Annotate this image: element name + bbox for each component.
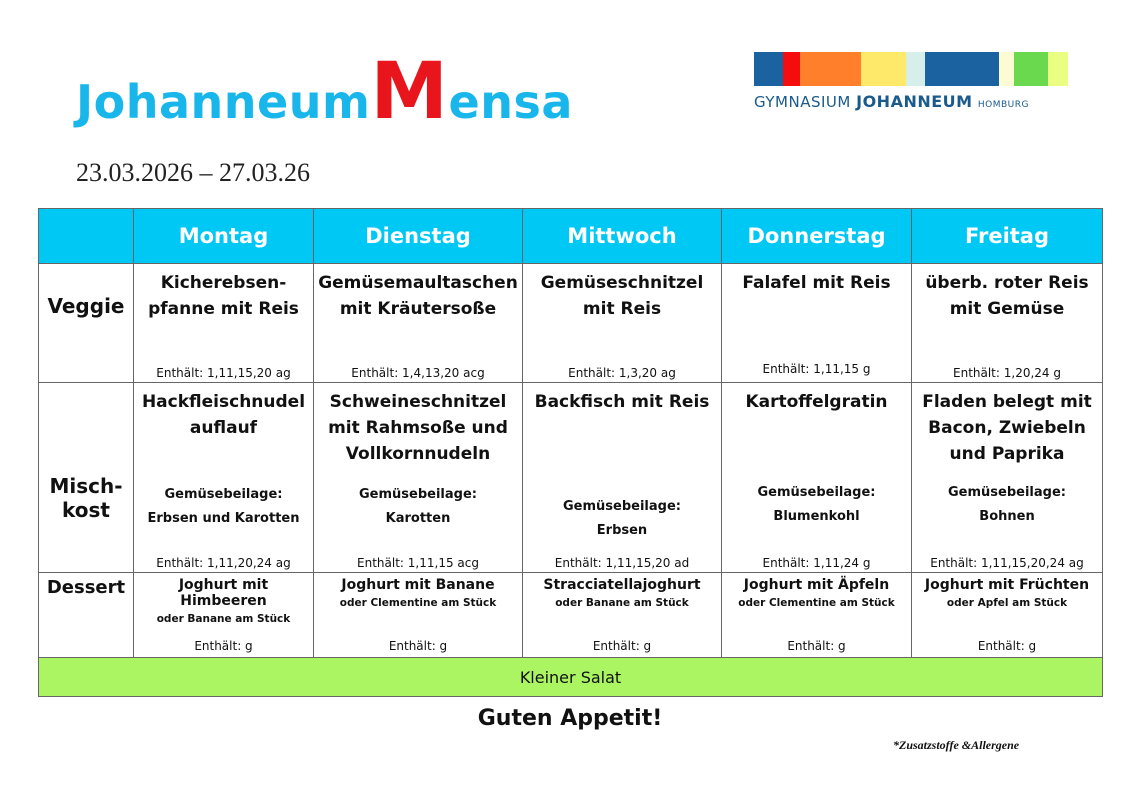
dessert-name: Joghurt mit Früchten xyxy=(924,577,1090,593)
allergens: Enthält: 1,11,24 g xyxy=(762,556,871,570)
day-donnerstag: Donnerstag xyxy=(721,208,912,264)
dessert-alternative: oder Apfel am Stück xyxy=(946,597,1068,609)
dish-name: Gemüsemaultaschen mit Kräutersoße xyxy=(318,273,518,319)
dish-name: Falafel mit Reis xyxy=(742,273,891,293)
dessert-cell: Joghurt mit Äpfeln oder Clementine am Stü… xyxy=(721,572,912,658)
header-row: Montag Dienstag Mittwoch Donnerstag Frei… xyxy=(38,208,1103,264)
salad-row: Kleiner Salat xyxy=(38,657,1103,697)
allergen-note: *Zusatzstoffe &Allergene xyxy=(893,738,1020,752)
side-value: Blumenkohl xyxy=(773,509,860,524)
dessert-alternative: oder Banane am Stück xyxy=(555,597,689,609)
allergens: Enthält: g xyxy=(977,639,1037,653)
side-value: Karotten xyxy=(385,511,451,526)
logo-text-small: HOMBURG xyxy=(977,100,1029,110)
side-value: Erbsen und Karotten xyxy=(147,511,300,526)
logo-color-bars xyxy=(754,52,1068,86)
page-title: JohanneumMensa xyxy=(76,53,573,131)
dish-name: überb. roter Reis mit Gemüse xyxy=(925,273,1089,319)
side-label: Gemüsebeilage: xyxy=(164,487,283,502)
title-part1: Johanneum xyxy=(76,75,371,129)
day-mittwoch: Mittwoch xyxy=(522,208,722,264)
mischkost-cell: Schweineschnitzel mit Rahmsoße und Vollk… xyxy=(313,382,523,573)
side-dish: Gemüsebeilage: Blumenkohl xyxy=(722,481,911,529)
allergens: Enthält: 1,3,20 ag xyxy=(568,366,676,380)
menu-table: Montag Dienstag Mittwoch Donnerstag Frei… xyxy=(38,208,1103,697)
dessert-row: Dessert Joghurt mit Himbeeren oder Banane… xyxy=(38,572,1103,658)
greeting: Guten Appetit! xyxy=(477,706,663,731)
dessert-name: Joghurt mit Äpfeln xyxy=(743,577,890,593)
dessert-cell: Joghurt mit Himbeeren oder Banane am Stüc… xyxy=(133,572,314,658)
day-montag: Montag xyxy=(133,208,314,264)
dessert-cell: Joghurt mit Banane oder Clementine am Stü… xyxy=(313,572,523,658)
row-label-veggie: Veggie xyxy=(38,263,134,383)
dessert-name: Stracciatellajoghurt xyxy=(543,577,701,593)
school-logo: GYMNASIUM JOHANNEUM HOMBURG xyxy=(754,52,1068,111)
veggie-cell: Gemüsemaultaschen mit Kräutersoße Enthält… xyxy=(313,263,523,383)
allergens: Enthält: 1,11,15 acg xyxy=(357,556,479,570)
allergens: Enthält: 1,11,15,20 ad xyxy=(554,556,690,570)
mischkost-row: Misch- kost Hackfleischnudel auflauf Gemü… xyxy=(38,382,1103,573)
dish-name: Kartoffelgratin xyxy=(745,392,888,412)
logo-text: GYMNASIUM xyxy=(754,93,851,111)
dish-name: Hackfleischnudel auflauf xyxy=(141,392,306,438)
corner-cell xyxy=(38,208,134,264)
allergens: Enthält: 1,4,13,20 acg xyxy=(351,366,485,380)
day-freitag: Freitag xyxy=(911,208,1103,264)
allergens: Enthält: g xyxy=(592,639,652,653)
dessert-alternative: oder Banane am Stück xyxy=(156,613,291,625)
veggie-row: Veggie Kicherebsen- pfanne mit Reis Enthä… xyxy=(38,263,1103,383)
side-dish: Gemüsebeilage: Erbsen xyxy=(523,495,721,543)
allergens: Enthält: 1,11,15,20 ag xyxy=(156,366,291,380)
allergens: Enthält: 1,11,15 g xyxy=(762,362,871,376)
dessert-name: Joghurt mit Himbeeren xyxy=(178,577,269,609)
side-label: Gemüsebeilage: xyxy=(359,487,477,502)
dessert-cell: Joghurt mit Früchten oder Apfel am Stück E… xyxy=(911,572,1103,658)
allergens: Enthält: 1,11,20,24 ag xyxy=(156,556,291,570)
allergens: Enthält: g xyxy=(787,639,846,653)
dish-name: Kicherebsen- pfanne mit Reis xyxy=(148,273,299,319)
salad-cell: Kleiner Salat xyxy=(38,657,1103,697)
dessert-alternative: oder Clementine am Stück xyxy=(738,597,895,609)
allergens: Enthält: 1,20,24 g xyxy=(953,366,1061,380)
day-dienstag: Dienstag xyxy=(313,208,523,264)
title-m: M xyxy=(370,47,449,137)
veggie-cell: Kicherebsen- pfanne mit Reis Enthält: 1,1… xyxy=(133,263,314,383)
side-value: Erbsen xyxy=(596,523,648,538)
dessert-cell: Stracciatellajoghurt oder Banane am Stück… xyxy=(522,572,722,658)
date-range: 23.03.2026 – 27.03.26 xyxy=(76,158,310,187)
side-label: Gemüsebeilage: xyxy=(948,485,1066,500)
side-dish: Gemüsebeilage: Erbsen und Karotten xyxy=(134,483,313,531)
dish-name: Fladen belegt mit Bacon, Zwiebeln und Pa… xyxy=(922,392,1092,464)
dessert-name: Joghurt mit Banane xyxy=(341,577,495,593)
veggie-cell: überb. roter Reis mit Gemüse Enthält: 1,2… xyxy=(911,263,1103,383)
dish-name: Schweineschnitzel mit Rahmsoße und Vollk… xyxy=(328,392,508,464)
veggie-cell: Gemüseschnitzel mit Reis Enthält: 1,3,20 … xyxy=(522,263,722,383)
mischkost-cell: Fladen belegt mit Bacon, Zwiebeln und Pa… xyxy=(911,382,1103,573)
logo-text-bold: JOHANNEUM xyxy=(856,92,973,111)
allergens: Enthält: 1,11,15,20,24 ag xyxy=(930,556,1084,570)
side-value: Bohnen xyxy=(979,509,1035,524)
mischkost-cell: Hackfleischnudel auflauf Gemüsebeilage: Er… xyxy=(133,382,314,573)
veggie-cell: Falafel mit Reis Enthält: 1,11,15 g xyxy=(721,263,912,383)
allergens: Enthält: g xyxy=(388,639,448,653)
title-part2: ensa xyxy=(448,75,573,129)
row-label-mischkost: Misch- kost xyxy=(38,382,134,573)
side-dish: Gemüsebeilage: Karotten xyxy=(314,483,522,531)
allergens: Enthält: g xyxy=(194,639,253,653)
side-label: Gemüsebeilage: xyxy=(563,499,681,514)
mischkost-cell: Backfisch mit Reis Gemüsebeilage: Erbsen En… xyxy=(522,382,722,573)
row-label-dessert: Dessert xyxy=(38,572,134,658)
side-label: Gemüsebeilage: xyxy=(757,485,876,500)
side-dish: Gemüsebeilage: Bohnen xyxy=(912,481,1102,529)
dessert-alternative: oder Clementine am Stück xyxy=(339,597,497,609)
dish-name: Gemüseschnitzel mit Reis xyxy=(540,273,704,319)
mischkost-cell: Kartoffelgratin Gemüsebeilage: Blumenkohl E… xyxy=(721,382,912,573)
dish-name: Backfisch mit Reis xyxy=(534,392,710,412)
